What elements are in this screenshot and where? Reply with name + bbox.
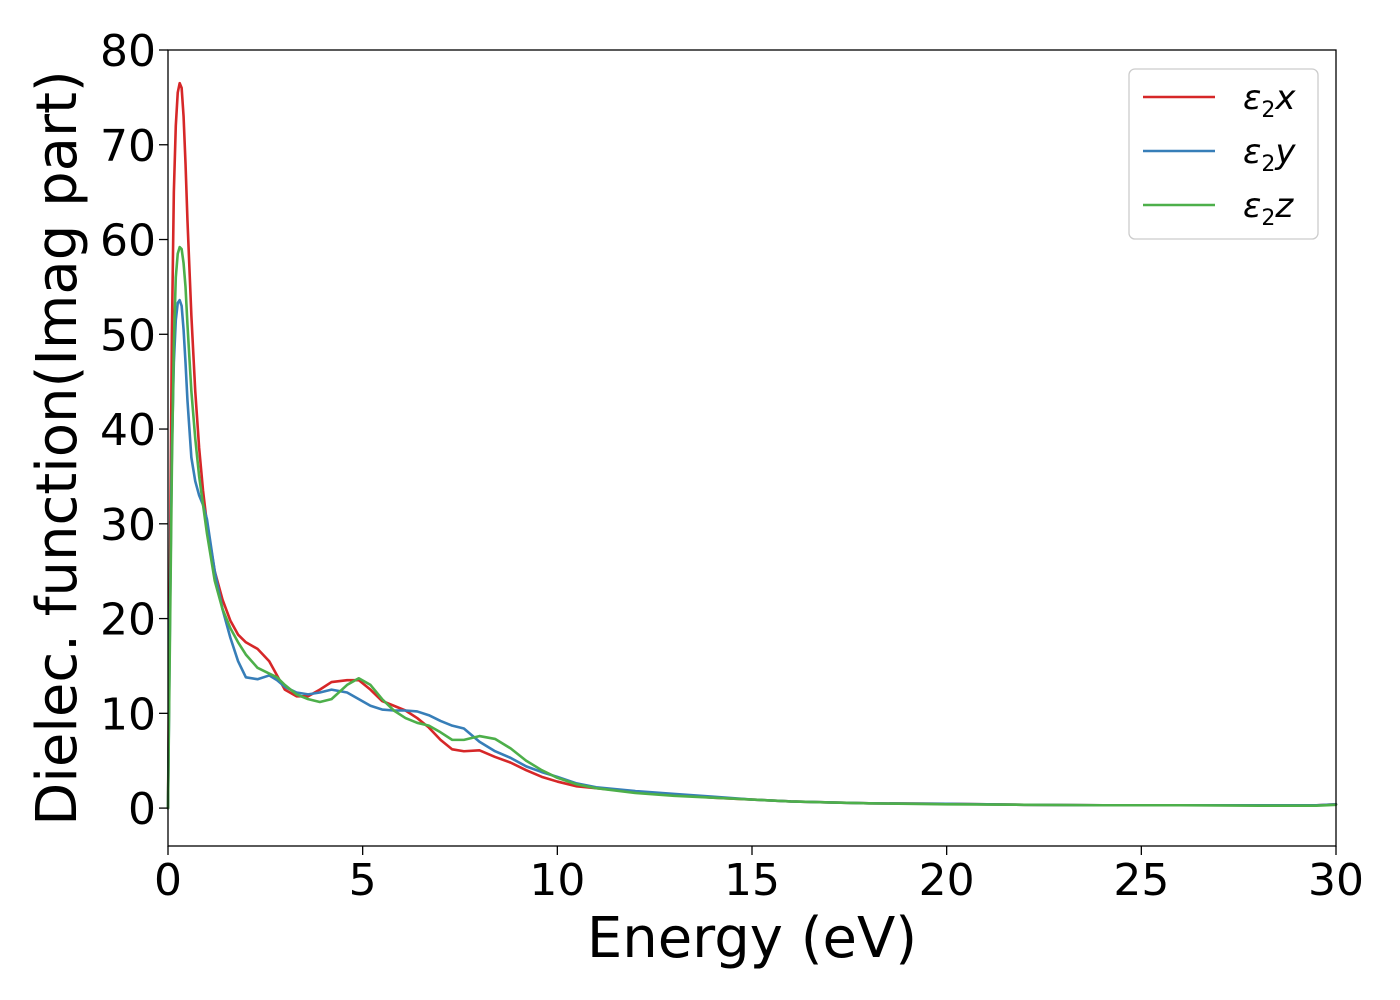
x-tick-label: 5: [349, 855, 377, 906]
legend-label-x: ε2x: [1243, 78, 1296, 123]
y-tick-label: 50: [100, 310, 156, 361]
series-layer: [166, 81, 1338, 810]
y-axis: 0 10 20 30 40 50 60 70 80: [100, 26, 168, 835]
legend-box: [1128, 68, 1319, 240]
legend-label-z: ε2z: [1243, 186, 1294, 231]
y-tick-label: 30: [100, 500, 156, 551]
x-axis-title: Energy (eV): [587, 906, 917, 971]
legend-label-y: ε2y: [1243, 132, 1296, 177]
x-tick-label: 25: [1113, 855, 1169, 906]
y-axis-title: Dielec. function(Imag part): [25, 70, 90, 826]
x-tick-label: 15: [724, 855, 780, 906]
x-tick-label: 30: [1308, 855, 1364, 906]
y-tick-label: 80: [100, 26, 156, 77]
legend: ε2x ε2y ε2z: [1128, 68, 1319, 240]
y-tick-label: 70: [100, 121, 156, 172]
y-tick-label: 0: [128, 784, 156, 835]
y-tick-label: 10: [100, 689, 156, 740]
x-tick-label: 10: [529, 855, 585, 906]
x-tick-label: 20: [919, 855, 975, 906]
x-tick-label: 0: [154, 855, 182, 906]
y-tick-label: 40: [100, 405, 156, 456]
x-axis: 0 5 10 15 20 25 30: [154, 846, 1364, 906]
y-tick-label: 60: [100, 216, 156, 267]
series-line-z: [166, 245, 1338, 810]
y-tick-label: 20: [100, 595, 156, 646]
